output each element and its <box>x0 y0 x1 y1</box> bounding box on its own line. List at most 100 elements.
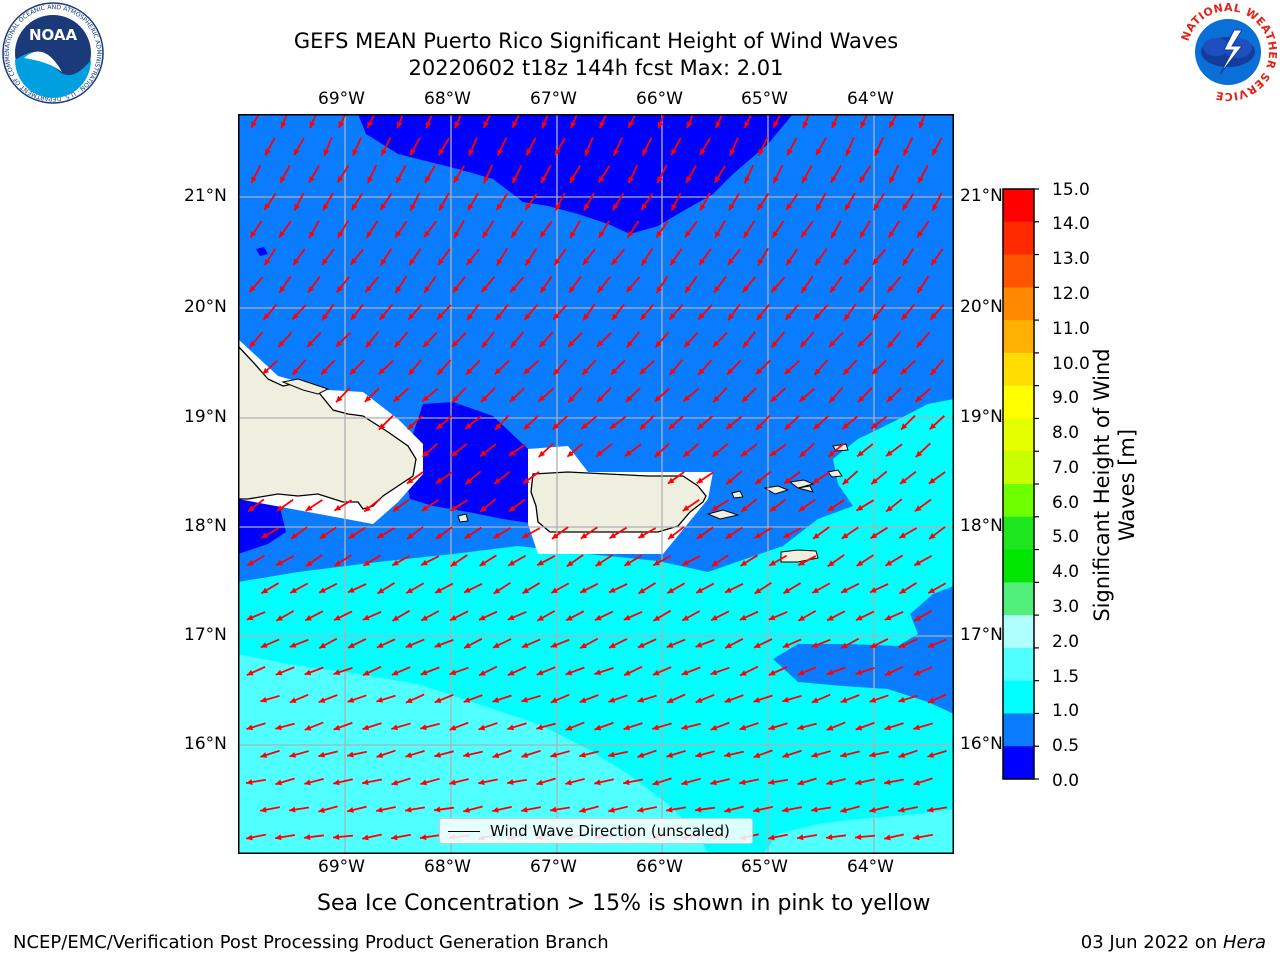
cbar-label-3: 3.0 <box>1052 597 1080 617</box>
wind-arrow-head <box>434 751 441 758</box>
wind-arrow-head <box>551 532 559 539</box>
wind-arrow-head <box>496 258 503 266</box>
wind-arrow-head <box>667 477 675 484</box>
wind-arrow-head <box>350 258 357 265</box>
wind-arrow-head <box>538 395 545 402</box>
noaa-logo-text: NOAA <box>29 26 78 44</box>
lon-tick-bottom-69w: 69°W <box>318 857 365 877</box>
wind-arrow-head <box>479 670 486 676</box>
wind-arrow-head <box>843 258 850 265</box>
wind-arrow-head <box>579 751 586 758</box>
wind-arrow-head <box>829 395 836 403</box>
wind-arrow-head <box>336 395 343 403</box>
wind-arrow-head <box>902 258 909 266</box>
wind-arrow-head <box>915 450 923 458</box>
cbar-label-0: 0.0 <box>1052 771 1080 791</box>
wind-arrow-head <box>377 532 385 539</box>
wind-arrow-head <box>392 615 400 621</box>
wind-arrow-head <box>262 367 270 375</box>
wind-arrow-head <box>640 313 647 320</box>
wind-arrow-head <box>710 724 718 731</box>
lon-tick-bottom-65w: 65°W <box>741 857 788 877</box>
wind-arrow-head <box>671 148 677 156</box>
virgin-islands <box>763 469 843 495</box>
wind-arrow-head <box>739 724 747 731</box>
wind-arrow-head <box>724 751 731 758</box>
wind-arrow-head <box>584 149 591 156</box>
wind-arrow-head <box>927 752 935 758</box>
wind-arrow-head <box>741 505 748 512</box>
wind-arrow-head <box>351 203 358 211</box>
wind-arrow-head <box>872 313 879 321</box>
wind-arrow-head <box>352 148 359 156</box>
wind-arrow-head <box>568 340 575 348</box>
wind-arrow-head <box>565 779 572 786</box>
chart-title-line1: GEFS MEAN Puerto Rico Significant Height… <box>293 29 899 53</box>
wind-arrow-head <box>927 642 935 648</box>
wind-arrow-head <box>425 121 432 129</box>
wind-arrow-head <box>913 779 921 786</box>
map-frame <box>238 114 954 854</box>
wind-arrow-head <box>753 696 761 703</box>
wind-arrow-head <box>492 642 500 648</box>
wind-arrow-head <box>276 615 284 621</box>
wind-arrow-head <box>756 313 763 321</box>
wind-arrow-head <box>930 313 937 320</box>
wind-arrow-head <box>420 834 427 841</box>
vieques-island <box>706 509 740 520</box>
wind-arrow-head <box>884 670 892 676</box>
wind-arrow-head <box>497 148 503 156</box>
wind-arrow-head <box>323 203 329 211</box>
wind-arrow-head <box>336 285 343 293</box>
wind-arrow-head <box>668 423 676 430</box>
wind-arrow-head <box>421 559 428 566</box>
wind-arrow-head <box>757 258 764 266</box>
wind-arrow-head <box>308 176 315 183</box>
wind-arrow-head <box>903 148 909 156</box>
wind-arrow-head <box>813 423 821 430</box>
wind-arrow-head <box>381 148 387 156</box>
wind-arrow-head <box>362 779 369 786</box>
wind-arrow-head <box>886 395 894 402</box>
wind-arrow-head <box>583 313 590 321</box>
wind-arrow-head <box>841 587 848 593</box>
wind-arrow-head <box>521 642 529 648</box>
wind-arrow-head <box>420 779 427 786</box>
wind-arrow-head <box>917 230 924 238</box>
wind-arrow-head <box>771 340 778 348</box>
wind-arrow-head <box>537 559 544 566</box>
wind-arrow-head <box>639 367 647 375</box>
wind-arrow-head <box>699 258 706 266</box>
wind-arrow-head <box>423 230 430 238</box>
wind-arrow-head <box>712 340 720 347</box>
wind-arrow-head <box>858 395 865 403</box>
wind-arrow-head <box>682 615 689 621</box>
wind-arrow-head <box>280 121 287 129</box>
wind-arrow-head <box>841 642 848 649</box>
footer-date: 03 Jun 2022 on Hera <box>1081 932 1266 953</box>
wind-arrow-head <box>434 697 442 703</box>
wind-arrow-head <box>783 587 791 594</box>
wind-arrow-head <box>913 724 920 731</box>
wind-arrow-head <box>698 313 705 320</box>
wind-arrow-head <box>683 450 691 457</box>
wind-arrow-head <box>376 752 384 758</box>
wind-arrow-head <box>434 641 442 648</box>
wind-arrow-head <box>278 340 285 348</box>
wind-arrow-head <box>828 450 835 457</box>
wind-arrow-head <box>525 258 532 266</box>
wind-arrow-head <box>887 341 894 348</box>
wind-arrow-head <box>712 450 719 457</box>
wind-arrow-head <box>323 149 330 156</box>
wind-arrow-head <box>653 615 661 621</box>
wind-arrow-head <box>579 697 587 703</box>
wind-arrow-head <box>929 423 937 430</box>
wind-arrow-head <box>666 697 674 703</box>
wind-arrow-head <box>812 587 819 594</box>
noaa-logo: NATIONAL OCEANIC AND ATMOSPHERIC ADMINIS… <box>2 2 104 104</box>
wind-arrow-head <box>627 231 634 238</box>
wind-arrow-head <box>917 286 924 293</box>
wind-arrow-head <box>438 258 445 266</box>
wind-arrow-head <box>483 176 490 184</box>
wind-arrow-head <box>550 752 557 758</box>
